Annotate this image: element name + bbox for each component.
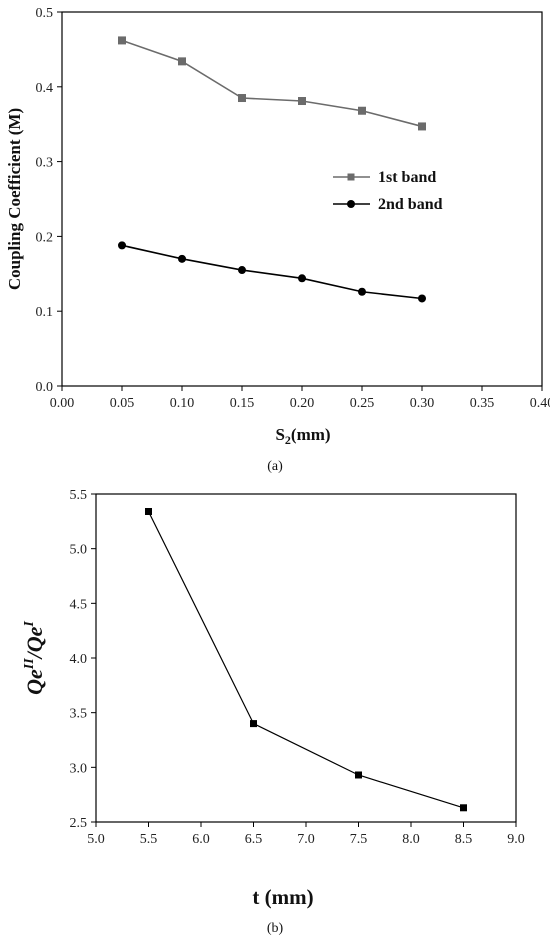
chart-a-series: [118, 36, 426, 303]
chart-a-x-tick-label: 0.25: [350, 396, 375, 411]
chart-a-line-1st-band: [121, 39, 423, 128]
chart-a-x-tick-label: 0.20: [290, 396, 315, 411]
chart-b-x-tick-label: 7.0: [297, 832, 315, 847]
chart-a-y-tick-label: 0.5: [36, 6, 54, 21]
chart-b-caption: (b): [267, 921, 284, 936]
chart-a: 0.00 0.05 0.10 0.15 0.20 0.25 0.30 0.35 0.40 0.0…: [5, 6, 550, 474]
chart-b-x-tick-label: 8.0: [402, 832, 420, 847]
chart-a-x-ticks: 0.00 0.05 0.10 0.15 0.20 0.25 0.30 0.35 0.40: [50, 386, 550, 411]
chart-a-line-2nd-band: [121, 244, 423, 300]
chart-b-point-series-0: [250, 720, 257, 728]
chart-a-x-tick-label: 0.35: [470, 396, 495, 411]
chart-b: 5.0 5.5 6.0 6.5 7.0 7.5 8.0 8.5 9.0 2.5 3.0 3.5 4.0…: [22, 488, 525, 936]
chart-a-plot-frame: [61, 11, 543, 387]
chart-a-point-1st-band: [178, 57, 186, 66]
chart-b-point-series-0: [355, 771, 362, 779]
chart-b-x-tick-label: 6.0: [192, 832, 210, 847]
chart-a-point-2nd-band: [298, 274, 306, 283]
chart-a-point-2nd-band: [418, 294, 426, 303]
chart-a-x-tick-label: 0.00: [50, 396, 75, 411]
chart-a-point-2nd-band: [358, 287, 366, 296]
chart-a-x-tick-label: 0.30: [410, 396, 435, 411]
chart-a-y-tick-label: 0.0: [36, 380, 54, 395]
chart-a-y-axis-title: Coupling Coefficient (M): [5, 108, 24, 290]
legend-marker-2nd-band: [347, 200, 355, 208]
chart-a-y-tick-label: 0.1: [36, 305, 54, 320]
chart-b-y-tick-label: 3.0: [70, 761, 88, 776]
chart-a-y-tick-label: 0.4: [36, 81, 54, 96]
chart-a-y-tick-label: 0.2: [36, 230, 54, 245]
chart-a-x-tick-label: 0.10: [170, 396, 195, 411]
chart-b-y-tick-label: 5.0: [70, 543, 88, 558]
chart-b-x-tick-label: 8.5: [455, 832, 473, 847]
chart-b-x-tick-label: 9.0: [507, 832, 525, 847]
chart-a-caption: (a): [267, 459, 283, 474]
chart-b-x-axis-title: t (mm): [252, 885, 313, 909]
chart-b-x-tick-label: 5.0: [87, 832, 105, 847]
chart-a-point-1st-band: [298, 97, 306, 106]
chart-b-x-tick-label: 5.5: [140, 832, 158, 847]
chart-b-y-tick-label: 2.5: [70, 816, 88, 831]
chart-b-y-ticks: 2.5 3.0 3.5 4.0 4.5 5.0 5.5: [70, 488, 96, 831]
legend-label-1st-band: 1st band: [378, 169, 436, 186]
legend-marker-1st-band: [347, 173, 355, 181]
chart-a-point-1st-band: [418, 122, 426, 131]
chart-b-x-tick-label: 6.5: [245, 832, 263, 847]
chart-a-point-2nd-band: [178, 254, 186, 263]
chart-a-point-1st-band: [238, 94, 246, 103]
chart-b-x-tick-label: 7.5: [350, 832, 368, 847]
legend-label-2nd-band: 2nd band: [378, 196, 443, 213]
chart-a-point-2nd-band: [238, 266, 246, 275]
chart-b-point-series-0: [145, 507, 152, 515]
chart-a-x-tick-label: 0.40: [530, 396, 550, 411]
chart-a-point-1st-band: [358, 106, 366, 115]
chart-a-y-tick-label: 0.3: [36, 156, 54, 171]
chart-a-y-ticks: 0.0 0.1 0.2 0.3 0.4 0.5: [36, 6, 62, 395]
chart-b-line-series-0: [147, 511, 464, 809]
chart-b-y-axis-title: QeII/QeI: [22, 621, 47, 695]
chart-b-y-tick-label: 5.5: [70, 488, 88, 503]
chart-b-point-series-0: [460, 804, 467, 812]
chart-b-y-tick-label: 4.5: [70, 597, 88, 612]
chart-b-plot-frame: [95, 493, 517, 823]
chart-b-y-tick-label: 4.0: [70, 652, 88, 667]
chart-b-series: [145, 507, 467, 812]
chart-a-x-tick-label: 0.05: [110, 396, 135, 411]
chart-a-legend: 1st band 2nd band: [333, 169, 443, 213]
chart-a-point-1st-band: [118, 36, 126, 45]
chart-b-y-tick-label: 3.5: [70, 707, 88, 722]
chart-a-point-2nd-band: [118, 241, 126, 250]
chart-a-x-tick-label: 0.15: [230, 396, 255, 411]
chart-b-x-ticks: 5.0 5.5 6.0 6.5 7.0 7.5 8.0 8.5 9.0: [87, 822, 525, 847]
chart-a-x-axis-title: S2(mm): [275, 425, 330, 447]
